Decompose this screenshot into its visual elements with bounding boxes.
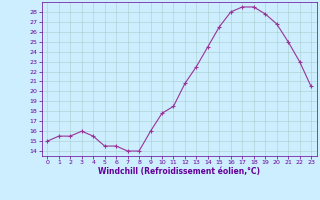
X-axis label: Windchill (Refroidissement éolien,°C): Windchill (Refroidissement éolien,°C) xyxy=(98,167,260,176)
